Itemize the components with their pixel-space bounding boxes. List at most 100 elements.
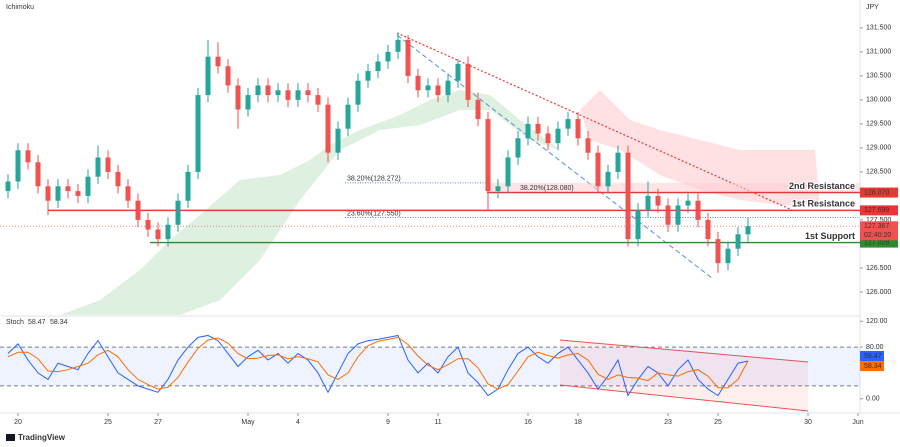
level-tag [860,237,898,248]
candle-body [395,39,401,52]
candle-body [105,157,111,172]
candle-body [205,56,211,96]
level-tag-label: 127.699 [864,207,889,214]
level-name: 2nd Resistance [789,181,855,191]
candle-body [425,85,431,91]
candle-body [475,99,481,120]
x-tick-label: Jun [852,419,863,426]
candle-body [585,138,591,153]
fib-label: 38.20%(128.080) [520,185,574,192]
candle-body [145,219,151,230]
x-tick-label: 25 [104,419,112,426]
channel-line [559,339,809,363]
level-name: 1st Resistance [792,199,855,209]
y-tick-label: 126.000 [866,289,891,296]
candle-body [495,186,501,192]
x-tick-label: 18 [574,419,582,426]
trendline [396,34,713,279]
candle-body [275,90,281,96]
stoch-legend-value: 58.34 [50,319,68,326]
candle-body [615,152,621,172]
stoch-legend-value: 58.47 [28,319,46,326]
y-tick-label: 129.000 [866,145,891,152]
x-tick-label: 11 [434,419,441,426]
candle-body [445,80,451,96]
candle-body [695,200,701,220]
level-tag-label: 127.028 [864,239,889,246]
indicator-label: Ichimoku [6,4,34,11]
candle-body [355,80,361,105]
candle-body [265,85,271,96]
candle-body [535,123,541,134]
candle-body [725,248,731,264]
stoch-line [7,334,749,397]
y-tick-label: 131.500 [866,25,891,32]
brand-logo [6,434,15,441]
candle-body [665,205,671,225]
x-tick-label: 9 [386,419,390,426]
candle-body [315,95,321,105]
candle-body [485,119,491,192]
ichimoku-cloud-red [580,90,820,205]
candle-body [345,104,351,129]
candle-body [525,123,531,139]
candle-body [35,162,41,187]
candle-body [415,75,421,91]
x-tick-label: 27 [154,419,162,426]
x-tick-label: 30 [804,419,812,426]
candle-body [675,205,681,225]
stoch-tick-label: 80.00 [866,344,884,351]
candle-body [75,191,81,196]
stoch-tag [860,361,884,372]
fib-label: 38.20%(128.272) [347,176,401,183]
candle-body [55,186,61,201]
candle-body [255,85,261,96]
stoch-name: Stoch [6,319,24,326]
candle-body [15,150,21,182]
x-tick-label: 4 [296,419,300,426]
candle-body [605,171,611,187]
candle-body [245,95,251,110]
candle-body [515,138,521,158]
stoch-tick-label: 0.00 [866,396,880,403]
level-tag [860,187,898,198]
price-tag [860,221,898,241]
candle-body [135,200,141,220]
x-tick-label: 16 [524,419,532,426]
candle-body [685,200,691,206]
candle-body [185,171,191,201]
y-tick-label: 130.500 [866,73,891,80]
candle-body [125,186,131,201]
layer-back [0,0,900,414]
candle-body [295,90,301,100]
candle-body [335,128,341,153]
candle-body [745,226,751,235]
stoch-tag [860,350,884,361]
level-tag-label: 128.070 [864,189,889,196]
candle-body [325,104,331,153]
channel-line [559,384,809,412]
y-tick-label: 126.500 [866,265,891,272]
brand: TradingView [18,433,66,442]
candle-body [455,63,461,81]
x-tick-label: 20 [14,419,22,426]
fib-label: 23.60%(127.550) [347,210,401,217]
candle-body [25,150,31,163]
candle-body [435,85,441,96]
y-tick-label: 129.500 [866,121,891,128]
resistance-zone [487,182,860,193]
candle-body [595,152,601,187]
candle-body [155,229,161,240]
candle-body [705,219,711,240]
stoch-line [7,336,749,390]
candle-body [175,200,181,225]
candle-body [95,157,101,177]
candle-body [5,181,11,192]
level-tag [860,205,898,216]
candle-body [85,176,91,196]
candle-body [385,51,391,62]
candle-body [655,195,661,206]
countdown: 02:40:20 [864,232,891,239]
candle-body [465,63,471,100]
